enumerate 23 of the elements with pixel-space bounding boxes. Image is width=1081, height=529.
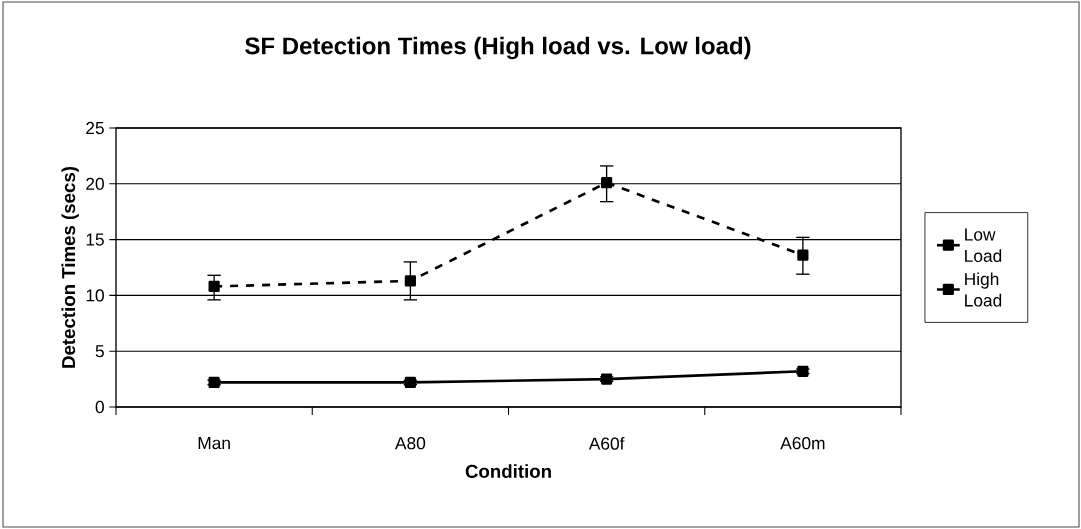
y-axis-title: Detection Times (secs) [61, 166, 79, 368]
legend-label: Low Load [965, 228, 1002, 263]
x-tick-label: A60m [780, 437, 825, 450]
point [601, 177, 613, 189]
point [208, 280, 220, 293]
y-tick-label: 15 [86, 233, 104, 246]
chart-title: SF Detection Times (High load vs. Low load) [245, 36, 751, 60]
y-tick-label: 5 [95, 345, 104, 358]
point [404, 275, 416, 287]
y-tick-label: 25 [86, 121, 104, 135]
point [797, 365, 809, 377]
point [601, 373, 613, 385]
point [208, 376, 220, 389]
legend-label: High Load [965, 272, 1002, 307]
point [404, 376, 416, 389]
y-tick-label: 10 [86, 289, 104, 302]
x-tick-label: A60f [588, 437, 625, 450]
x-tick-label: A80 [395, 437, 426, 450]
x-axis-title: Condition [465, 464, 551, 478]
x-tick-label: Man [198, 437, 230, 450]
y-tick-label: 20 [86, 177, 104, 190]
point [797, 249, 809, 261]
y-tick-label: 0 [95, 400, 104, 414]
